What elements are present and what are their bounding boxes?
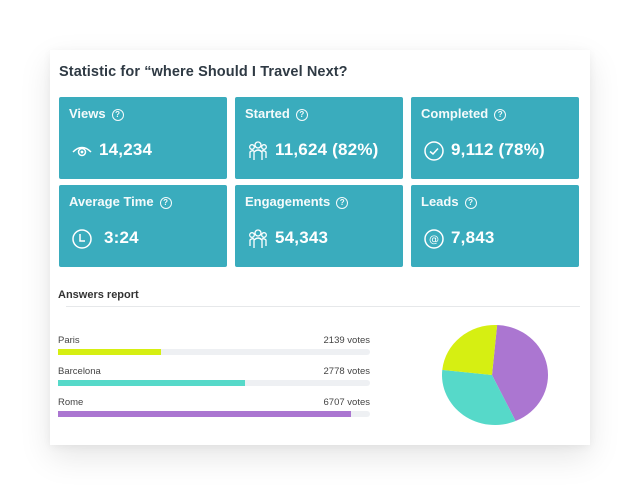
stat-label: Engagements: [245, 194, 331, 209]
pie-slice-barcelona: [442, 369, 516, 425]
stat-label: Leads: [421, 194, 459, 209]
help-icon[interactable]: ?: [464, 197, 477, 209]
stat-card-completed[interactable]: Completed? 9,112 (78%): [411, 97, 579, 179]
people-icon: [249, 229, 267, 248]
pie-slice-rome: [492, 325, 548, 422]
stat-value: 3:24: [104, 228, 139, 247]
answer-name: Barcelona: [58, 366, 101, 377]
statistics-panel: Statistic for “where Should I Travel Nex…: [50, 50, 590, 445]
people-icon: [249, 141, 267, 160]
answer-bar-fill: [58, 380, 246, 386]
answer-votes: 2139 votes: [323, 335, 370, 346]
stat-card-average-time[interactable]: Average Time? 3:24: [59, 185, 227, 267]
stat-value: 54,343: [275, 228, 329, 247]
stat-card-leads[interactable]: Leads? @ 7,843: [411, 185, 579, 267]
answer-bar-fill: [58, 411, 352, 417]
stat-label: Started: [245, 106, 290, 121]
help-icon[interactable]: ?: [111, 109, 124, 121]
answer-votes: 6707 votes: [323, 397, 370, 408]
stat-label: Completed: [421, 106, 489, 121]
answer-row-rome: Rome 6707 votes: [58, 397, 370, 423]
check-circle-icon: [424, 141, 444, 161]
divider: [66, 306, 580, 307]
eye-icon: [72, 146, 92, 157]
stat-value: 9,112 (78%): [451, 140, 545, 159]
answer-votes: 2778 votes: [323, 366, 370, 377]
answer-name: Rome: [58, 397, 84, 408]
pie-slice-paris: [442, 325, 498, 375]
stat-value: 14,234: [99, 140, 153, 159]
answer-bar-track: [58, 411, 370, 417]
clock-icon: [72, 229, 92, 249]
answer-name: Paris: [58, 335, 80, 346]
help-icon[interactable]: ?: [336, 197, 349, 209]
answers-pie-chart: [442, 325, 548, 425]
svg-text:@: @: [429, 235, 439, 246]
answer-row-barcelona: Barcelona 2778 votes: [58, 366, 370, 392]
at-circle-icon: @: [424, 229, 444, 249]
answer-bar-track: [58, 380, 370, 386]
stat-label: Views: [69, 106, 106, 121]
stat-value: 11,624 (82%): [275, 140, 379, 159]
page-title: Statistic for “where Should I Travel Nex…: [59, 64, 348, 80]
answers-report-title: Answers report: [58, 289, 139, 301]
help-icon[interactable]: ?: [159, 197, 172, 209]
help-icon[interactable]: ?: [494, 109, 507, 121]
help-icon[interactable]: ?: [295, 109, 308, 121]
answer-row-paris: Paris 2139 votes: [58, 335, 370, 361]
stat-card-started[interactable]: Started? 11,624 (82%): [235, 97, 403, 179]
stat-value: 7,843: [451, 228, 495, 247]
stat-card-views[interactable]: Views? 14,234: [59, 97, 227, 179]
answer-bar-track: [58, 349, 370, 355]
answer-bar-fill: [58, 349, 161, 355]
stat-label: Average Time: [69, 194, 154, 209]
stat-card-engagements[interactable]: Engagements? 54,343: [235, 185, 403, 267]
